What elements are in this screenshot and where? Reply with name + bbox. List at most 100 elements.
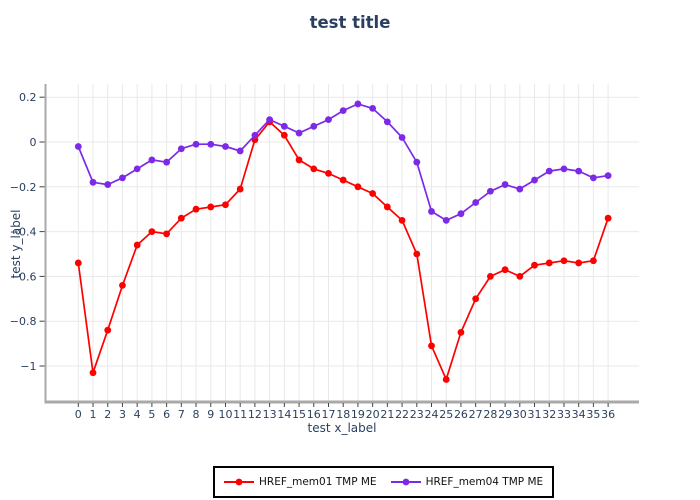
series-1-line (74, 100, 612, 224)
x-tick-label: 21 (380, 408, 394, 421)
data-point-marker (560, 165, 568, 173)
data-point-marker (575, 167, 583, 175)
x-tick-label: 17 (321, 408, 335, 421)
legend-label-mem01: HREF_mem01 TMP ME (259, 476, 377, 488)
series-0-line (74, 118, 612, 383)
data-point-marker (119, 174, 126, 182)
x-tick-label: 7 (178, 408, 185, 421)
data-point-marker (325, 169, 332, 177)
data-point-marker (369, 190, 377, 197)
data-point-marker (501, 266, 509, 274)
legend-item-mem04[interactable]: HREF_mem04 TMP ME (390, 476, 544, 488)
data-point-marker (295, 129, 303, 137)
x-tick-label: 19 (351, 408, 365, 421)
data-point-marker (501, 181, 509, 188)
data-point-marker (354, 100, 362, 108)
data-point-marker (472, 199, 480, 206)
x-tick-label: 10 (218, 408, 232, 421)
data-point-marker (383, 118, 391, 126)
x-tick-label: 11 (233, 408, 247, 421)
x-tick-label: 33 (557, 408, 571, 421)
data-point-marker (545, 259, 553, 267)
x-tick-label: 35 (586, 408, 600, 421)
data-point-marker (457, 210, 465, 218)
x-tick-label: 22 (395, 408, 409, 421)
x-axis-title: test x_label (307, 421, 377, 435)
data-point-marker (192, 140, 200, 148)
y-axis-title: test y_label (9, 209, 23, 279)
data-point-marker (89, 178, 97, 186)
x-tick-label: 25 (439, 408, 453, 421)
data-point-marker (222, 143, 229, 150)
data-point-marker (339, 176, 347, 184)
y-tick-label: 0.2 (19, 91, 37, 104)
data-point-marker (604, 214, 612, 222)
x-tick-label: 31 (528, 408, 542, 421)
data-point-marker (339, 107, 347, 115)
x-tick-label: 26 (454, 408, 468, 421)
data-point-marker (177, 214, 185, 222)
data-point-marker (177, 145, 185, 153)
data-point-marker (589, 257, 597, 265)
x-tick-label: 34 (572, 408, 586, 421)
x-tick-label: 36 (601, 408, 615, 421)
data-point-marker (531, 261, 538, 269)
x-tick-label: 30 (513, 408, 527, 421)
x-tick-label: 15 (292, 408, 306, 421)
data-point-marker (236, 185, 244, 193)
data-point-marker (428, 208, 435, 215)
data-point-marker (325, 116, 332, 123)
y-tick-label: −1 (20, 360, 36, 373)
x-tick-label: 32 (542, 408, 556, 421)
purple-line-marker-swatch (390, 478, 421, 486)
data-point-marker (428, 342, 435, 350)
x-tick-label: 8 (193, 408, 200, 421)
x-tick-label: 2 (104, 408, 111, 421)
legend-label-mem04: HREF_mem04 TMP ME (425, 476, 544, 488)
data-point-marker (604, 172, 612, 180)
y-tick-label: 0 (30, 136, 37, 149)
legend-item-mem01[interactable]: HREF_mem01 TMP ME (224, 476, 377, 488)
legend: HREF_mem01 TMP ME HREF_mem04 TMP ME (213, 466, 555, 498)
y-tick-label: −0.6 (10, 270, 37, 283)
x-tick-label: 9 (207, 408, 214, 421)
x-tick-label: 18 (336, 408, 350, 421)
x-tick-label: 0 (75, 408, 82, 421)
data-point-marker (163, 230, 171, 238)
data-point-marker (207, 203, 215, 211)
data-point-marker (442, 217, 450, 224)
plot-area[interactable] (46, 84, 640, 401)
data-point-marker (280, 122, 288, 130)
x-tick-label: 29 (498, 408, 512, 421)
x-tick-label: 4 (134, 408, 141, 421)
x-tick-label: 13 (263, 408, 277, 421)
data-point-marker (383, 203, 391, 211)
x-tick-label: 5 (148, 408, 155, 421)
data-point-marker (369, 105, 377, 112)
data-point-marker (398, 217, 406, 224)
x-tick-label: 27 (469, 408, 483, 421)
data-point-marker (74, 259, 82, 267)
red-line-marker-swatch (224, 478, 254, 486)
data-point-marker (104, 326, 112, 334)
y-tick-label: −0.2 (10, 181, 37, 194)
data-point-marker (280, 131, 288, 139)
data-point-marker (545, 167, 553, 175)
data-point-marker (516, 273, 524, 280)
data-point-marker (89, 369, 97, 377)
data-point-marker (74, 143, 82, 150)
data-point-marker (398, 134, 406, 141)
x-tick-label: 14 (277, 408, 291, 421)
x-tick-label: 6 (163, 408, 170, 421)
x-tick-label: 12 (248, 408, 262, 421)
x-tick-label: 3 (119, 408, 126, 421)
data-point-marker (560, 257, 568, 265)
data-point-marker (486, 273, 494, 280)
data-point-marker (266, 116, 274, 123)
data-point-marker (192, 205, 200, 213)
data-point-marker (531, 176, 538, 184)
y-axis-ticks: 0.2 0 −0.2 −0.4 −0.6 −0.8 −1 (10, 91, 45, 373)
data-point-marker (119, 281, 126, 289)
data-point-marker (575, 259, 583, 267)
x-tick-label: 23 (410, 408, 424, 421)
